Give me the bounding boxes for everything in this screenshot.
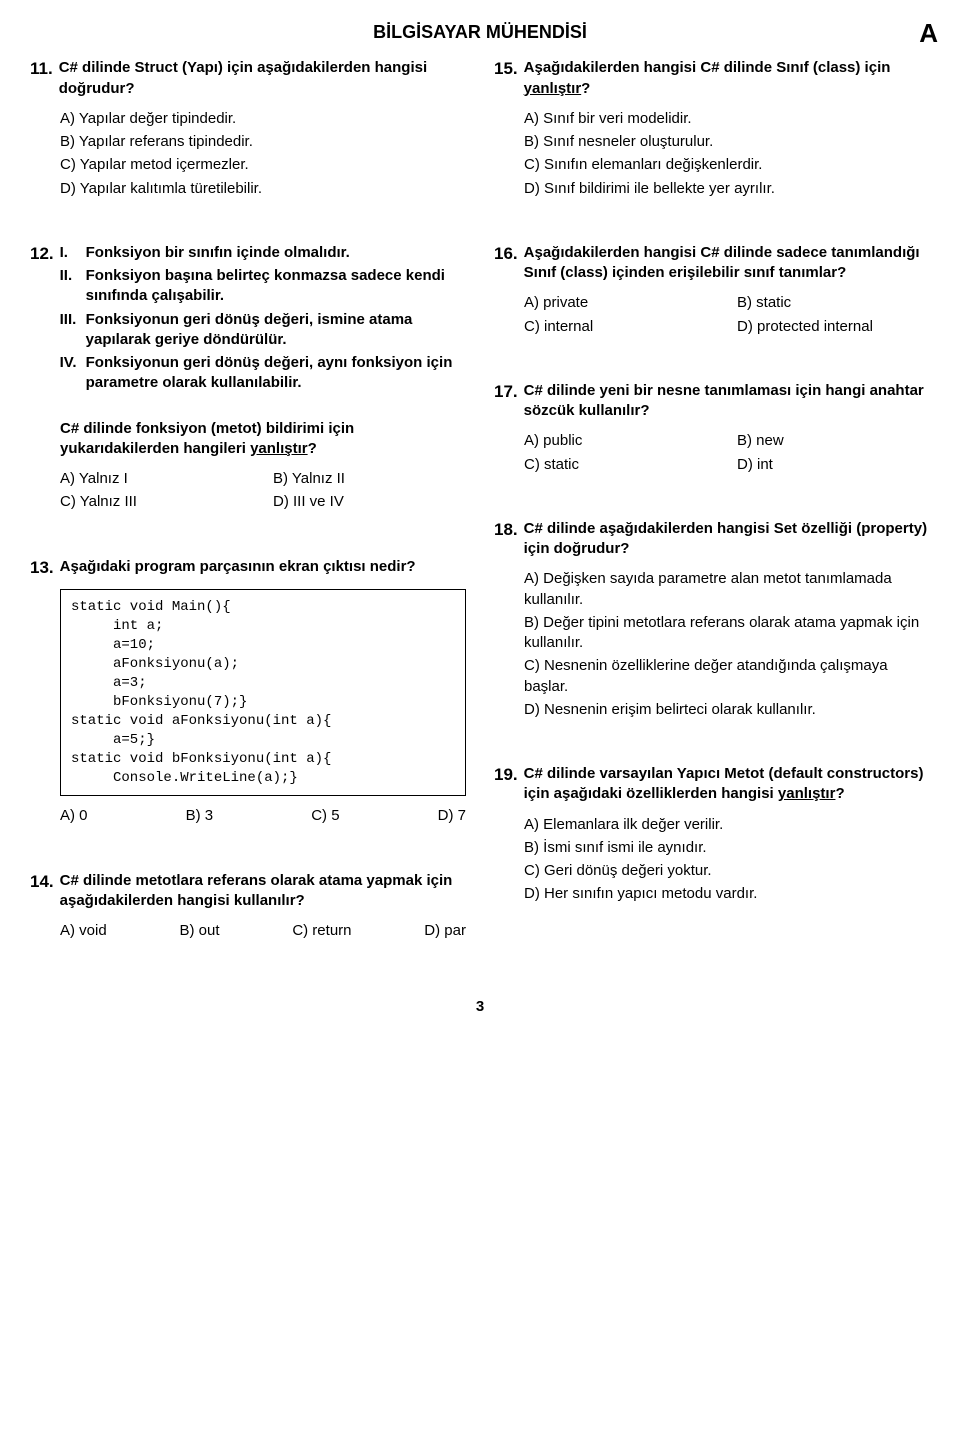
q12-sub-post: ? (308, 440, 317, 457)
q16-number: 16. (494, 243, 518, 284)
right-column: 15. Aşağıdakilerden hangisi C# dilinde S… (494, 58, 930, 985)
question-17: 17. C# dilinde yeni bir nesne tanımlamas… (494, 381, 930, 475)
q15-stem-u: yanlıştır (524, 80, 582, 97)
question-14: 14. C# dilinde metotlara referans olarak… (30, 871, 466, 942)
q16-stem: Aşağıdakilerden hangisi C# dilinde sadec… (524, 243, 930, 284)
question-19: 19. C# dilinde varsayılan Yapıcı Metot (… (494, 764, 930, 905)
question-16: 16. Aşağıdakilerden hangisi C# dilinde s… (494, 243, 930, 337)
q13-opt-c: C) 5 (311, 806, 339, 826)
q19-stem: C# dilinde varsayılan Yapıcı Metot (defa… (524, 764, 930, 805)
q15-number: 15. (494, 58, 518, 99)
q13-opt-d: D) 7 (438, 806, 466, 826)
q15-opt-b: B) Sınıf nesneler oluşturulur. (524, 132, 930, 152)
question-15: 15. Aşağıdakilerden hangisi C# dilinde S… (494, 58, 930, 199)
q17-opt-c: C) static (524, 455, 717, 475)
content-columns: 11. C# dilinde Struct (Yapı) için aşağıd… (30, 58, 930, 985)
q18-number: 18. (494, 519, 518, 560)
q16-opt-d: D) protected internal (737, 317, 930, 337)
q17-opt-a: A) public (524, 431, 717, 451)
q14-opt-b: B) out (179, 921, 219, 941)
q12-r4: Fonksiyonun geri dönüş değeri, aynı fonk… (86, 353, 466, 394)
q14-opt-d: D) par (424, 921, 466, 941)
page-number: 3 (30, 997, 930, 1017)
q13-code: static void Main(){ int a; a=10; aFonksi… (60, 589, 466, 796)
q12-opt-c: C) Yalnız III (60, 492, 253, 512)
q11-opt-c: C) Yapılar metod içermezler. (60, 155, 466, 175)
q12-opt-b: B) Yalnız II (273, 469, 466, 489)
q14-opt-a: A) void (60, 921, 107, 941)
left-column: 11. C# dilinde Struct (Yapı) için aşağıd… (30, 58, 466, 985)
q19-opt-a: A) Elemanlara ilk değer verilir. (524, 815, 930, 835)
q17-number: 17. (494, 381, 518, 422)
q18-stem: C# dilinde aşağıdakilerden hangisi Set ö… (524, 519, 930, 560)
q19-stem-pre: C# dilinde varsayılan Yapıcı Metot (defa… (524, 765, 924, 802)
question-11: 11. C# dilinde Struct (Yapı) için aşağıd… (30, 58, 466, 199)
q12-r3: Fonksiyonun geri dönüş değeri, ismine at… (86, 310, 466, 351)
q18-opt-b: B) Değer tipini metotlara referans olara… (524, 613, 930, 654)
q12-number: 12. (30, 243, 54, 407)
q13-stem: Aşağıdaki program parçasının ekran çıktı… (60, 557, 466, 580)
q19-opt-d: D) Her sınıfın yapıcı metodu vardır. (524, 884, 930, 904)
q17-stem: C# dilinde yeni bir nesne tanımlaması iç… (524, 381, 930, 422)
q12-sub-u: yanlıştır (250, 440, 308, 457)
q12-opt-d: D) III ve IV (273, 492, 466, 512)
q12-r4-num: IV. (60, 353, 82, 394)
booklet-letter: A (919, 16, 938, 51)
q15-opt-a: A) Sınıf bir veri modelidir. (524, 109, 930, 129)
question-18: 18. C# dilinde aşağıdakilerden hangisi S… (494, 519, 930, 720)
q13-opt-b: B) 3 (186, 806, 214, 826)
q14-stem: C# dilinde metotlara referans olarak ata… (60, 871, 466, 912)
q15-stem-post: ? (581, 80, 590, 97)
q16-opt-c: C) internal (524, 317, 717, 337)
q18-opt-d: D) Nesnenin erişim belirteci olarak kull… (524, 700, 930, 720)
q12-r1: Fonksiyon bir sınıfın içinde olmalıdır. (86, 243, 350, 263)
question-12: 12. I.Fonksiyon bir sınıfın içinde olmal… (30, 243, 466, 513)
q17-opt-d: D) int (737, 455, 930, 475)
q15-opt-c: C) Sınıfın elemanları değişkenlerdir. (524, 155, 930, 175)
q19-stem-post: ? (835, 785, 844, 802)
q13-number: 13. (30, 557, 54, 580)
q12-r3-num: III. (60, 310, 82, 351)
q11-stem: C# dilinde Struct (Yapı) için aşağıdakil… (59, 58, 466, 99)
q14-opt-c: C) return (292, 921, 351, 941)
q16-opt-b: B) static (737, 293, 930, 313)
q12-opt-a: A) Yalnız I (60, 469, 253, 489)
q13-opt-a: A) 0 (60, 806, 88, 826)
q15-stem-pre: Aşağıdakilerden hangisi C# dilinde Sınıf… (524, 59, 891, 76)
q17-opt-b: B) new (737, 431, 930, 451)
question-13: 13. Aşağıdaki program parçasının ekran ç… (30, 557, 466, 827)
q11-opt-a: A) Yapılar değer tipindedir. (60, 109, 466, 129)
q14-number: 14. (30, 871, 54, 912)
q11-opt-b: B) Yapılar referans tipindedir. (60, 132, 466, 152)
q16-opt-a: A) private (524, 293, 717, 313)
q19-opt-b: B) İsmi sınıf ismi ile aynıdır. (524, 838, 930, 858)
q19-opt-c: C) Geri dönüş değeri yoktur. (524, 861, 930, 881)
q19-stem-u: yanlıştır (778, 785, 836, 802)
q19-number: 19. (494, 764, 518, 805)
q15-opt-d: D) Sınıf bildirimi ile bellekte yer ayrı… (524, 179, 930, 199)
q15-stem: Aşağıdakilerden hangisi C# dilinde Sınıf… (524, 58, 930, 99)
q18-opt-c: C) Nesnenin özelliklerine değer atandığı… (524, 656, 930, 697)
q11-number: 11. (30, 58, 53, 99)
q12-substem: C# dilinde fonksiyon (metot) bildirimi i… (60, 419, 466, 460)
q12-r2: Fonksiyon başına belirteç konmazsa sadec… (86, 266, 466, 307)
q11-opt-d: D) Yapılar kalıtımla türetilebilir. (60, 179, 466, 199)
q18-opt-a: A) Değişken sayıda parametre alan metot … (524, 569, 930, 610)
q12-r1-num: I. (60, 243, 82, 263)
page-header: BİLGİSAYAR MÜHENDİSİ A (30, 20, 930, 44)
header-title: BİLGİSAYAR MÜHENDİSİ (373, 22, 587, 42)
q12-roman-list: I.Fonksiyon bir sınıfın içinde olmalıdır… (60, 243, 466, 397)
q12-r2-num: II. (60, 266, 82, 307)
